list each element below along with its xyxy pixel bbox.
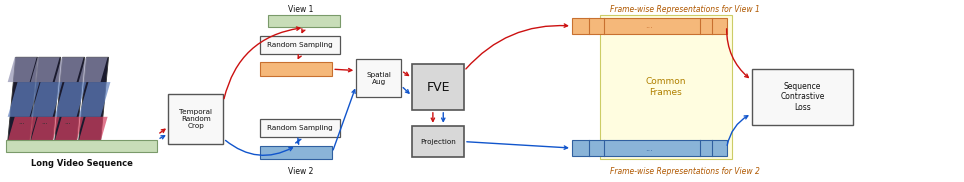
Text: FVE: FVE [426, 80, 450, 94]
Text: Random Sampling: Random Sampling [267, 125, 334, 131]
Polygon shape [79, 117, 108, 142]
Bar [6, 140, 157, 152]
Polygon shape [55, 57, 85, 142]
Polygon shape [31, 57, 60, 82]
Polygon shape [79, 82, 111, 117]
Text: Common
Frames: Common Frames [646, 77, 686, 97]
Polygon shape [31, 82, 63, 117]
Text: ...: ... [65, 119, 71, 125]
Text: View 2: View 2 [287, 167, 313, 176]
Polygon shape [31, 117, 60, 142]
Polygon shape [55, 57, 84, 82]
Text: Temporal
Random
Crop: Temporal Random Crop [179, 109, 212, 129]
Bar [412, 64, 464, 110]
Text: Sequence
Contrastive
Loss: Sequence Contrastive Loss [780, 82, 825, 112]
Bar [169, 94, 224, 144]
Polygon shape [55, 117, 84, 142]
Polygon shape [79, 57, 108, 82]
Polygon shape [8, 57, 37, 82]
Bar [260, 36, 340, 54]
Text: Projection: Projection [420, 139, 456, 145]
Text: Random Sampling: Random Sampling [267, 42, 334, 48]
Bar [260, 119, 340, 137]
Text: Frame-wise Representations for View 1: Frame-wise Representations for View 1 [610, 5, 760, 14]
Text: Frame-wise Representations for View 2: Frame-wise Representations for View 2 [610, 167, 760, 176]
Bar [600, 15, 732, 159]
Bar [572, 140, 727, 157]
Polygon shape [8, 57, 38, 142]
Polygon shape [8, 82, 40, 117]
Text: View 1: View 1 [287, 5, 313, 14]
Text: ...: ... [17, 119, 24, 125]
Text: Long Video Sequence: Long Video Sequence [31, 159, 132, 168]
Polygon shape [8, 117, 37, 142]
Bar [412, 126, 464, 157]
Bar [752, 69, 853, 125]
Text: ...: ... [645, 21, 654, 31]
Text: ...: ... [41, 119, 48, 125]
Bar [260, 146, 333, 159]
Polygon shape [31, 57, 61, 142]
Text: ...: ... [645, 144, 654, 153]
Bar [572, 18, 727, 34]
Polygon shape [55, 82, 87, 117]
Bar [356, 59, 401, 97]
Bar [268, 15, 340, 27]
Bar [260, 62, 333, 76]
Polygon shape [79, 57, 109, 142]
Text: Spatial
Aug: Spatial Aug [366, 72, 391, 85]
